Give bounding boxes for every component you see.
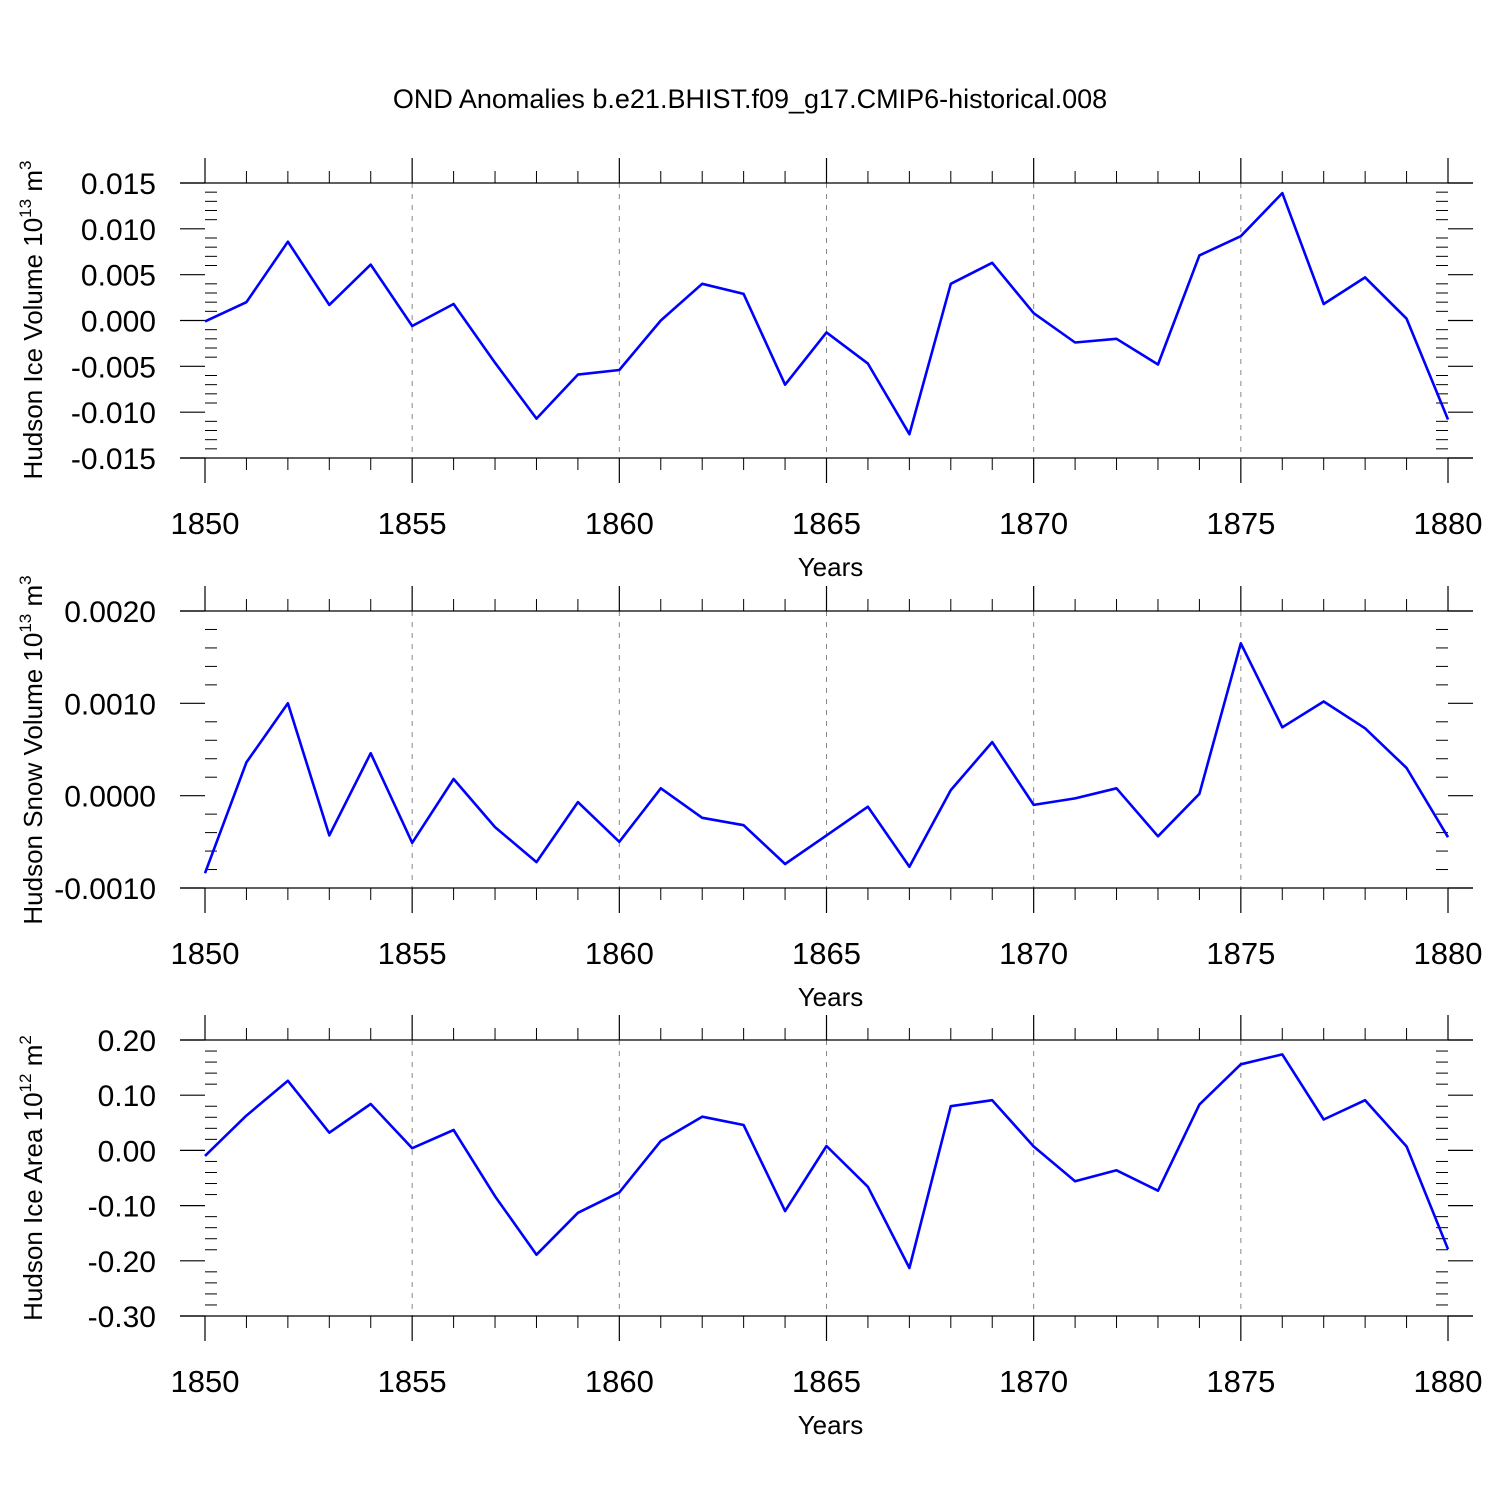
y-axis-label: Hudson Ice Area 1012 m2 (16, 1035, 48, 1321)
x-axis-label: Years (798, 1410, 864, 1440)
x-tick-label: 1875 (1206, 1364, 1275, 1399)
x-tick-label: 1860 (585, 1364, 654, 1399)
series-line (203, 641, 1450, 874)
x-tick-label: 1865 (792, 936, 861, 971)
panel-3: -0.30 -0.20 -0.10 0.00 0.10 0.20 1850 1855 1860 1… (16, 1015, 1482, 1440)
y-tick-label: 0.010 (81, 214, 156, 247)
x-tick-label: 1850 (171, 1364, 240, 1399)
y-tick-label: 0.20 (98, 1025, 156, 1058)
x-tick-label: 1875 (1206, 936, 1275, 971)
y-tick-label: 0.0010 (64, 688, 156, 721)
series-line (204, 191, 1450, 436)
x-tick-label: 1855 (378, 1364, 447, 1399)
x-axis-label: Years (798, 982, 864, 1012)
y-tick-label: 0.10 (98, 1080, 156, 1113)
x-axis-label: Years (798, 552, 864, 582)
y-tick-label: 0.000 (81, 306, 156, 339)
x-tick-label: 1865 (792, 506, 861, 541)
figure-title: OND Anomalies b.e21.BHIST.f09_g17.CMIP6-… (392, 84, 1108, 114)
x-tick-label: 1880 (1414, 936, 1483, 971)
y-tick-label: -0.0010 (54, 873, 156, 906)
x-tick-label: 1855 (378, 506, 447, 541)
x-tick-label: 1870 (999, 506, 1068, 541)
x-tick-label: 1870 (999, 936, 1068, 971)
y-tick-label: -0.30 (88, 1301, 156, 1334)
x-tick-label: 1860 (585, 506, 654, 541)
y-tick-label: -0.015 (71, 443, 156, 476)
y-tick-label: -0.10 (88, 1191, 156, 1224)
x-tick-label: 1880 (1414, 1364, 1483, 1399)
x-tick-label: 1855 (378, 936, 447, 971)
y-tick-label: 0.015 (81, 168, 156, 201)
y-tick-label: -0.20 (88, 1246, 156, 1279)
x-tick-label: 1850 (171, 936, 240, 971)
series-line (204, 1053, 1450, 1270)
x-tick-label: 1865 (792, 1364, 861, 1399)
y-tick-label: -0.005 (71, 351, 156, 384)
panel-2: -0.0010 0.0000 0.0010 0.0020 1850 1855 1860 186… (16, 575, 1482, 1012)
y-tick-label: 0.005 (81, 260, 156, 293)
x-tick-label: 1880 (1414, 506, 1483, 541)
panel-1: -0.015 -0.010 -0.005 0.000 0.005 0.010 0.015 18… (16, 158, 1482, 582)
y-tick-label: -0.010 (71, 397, 156, 430)
x-tick-label: 1850 (171, 506, 240, 541)
x-tick-label: 1870 (999, 1364, 1068, 1399)
y-axis-label: Hudson Ice Volume 1013 m3 (16, 161, 48, 480)
y-tick-label: 0.00 (98, 1135, 156, 1168)
x-tick-label: 1860 (585, 936, 654, 971)
y-axis-label: Hudson Snow Volume 1013 m3 (16, 575, 48, 924)
y-tick-label: 0.0020 (64, 596, 156, 629)
y-tick-label: 0.0000 (64, 781, 156, 814)
x-tick-label: 1875 (1206, 506, 1275, 541)
